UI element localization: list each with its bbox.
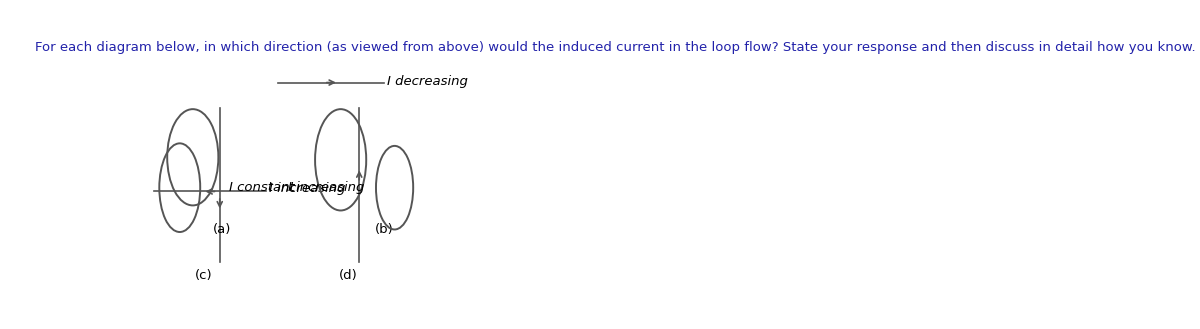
Text: I constant: I constant: [229, 181, 295, 194]
Text: For each diagram below, in which direction (as viewed from above) would the indu: For each diagram below, in which directi…: [35, 41, 1195, 54]
Text: (d): (d): [338, 268, 358, 282]
Text: (c): (c): [196, 268, 212, 282]
Text: (b): (b): [374, 223, 394, 236]
Text: (a): (a): [212, 223, 230, 236]
Text: I decreasing: I decreasing: [388, 75, 468, 88]
Text: I increasing: I increasing: [288, 181, 364, 194]
Text: I increasing: I increasing: [269, 183, 346, 195]
